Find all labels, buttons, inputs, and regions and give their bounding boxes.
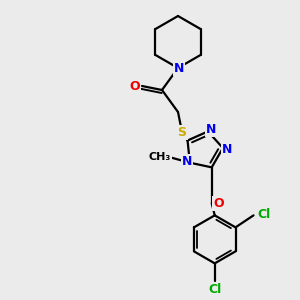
Text: N: N bbox=[222, 142, 232, 155]
Text: O: O bbox=[130, 80, 140, 92]
Text: N: N bbox=[174, 61, 184, 74]
Text: Cl: Cl bbox=[257, 208, 270, 221]
Text: O: O bbox=[213, 197, 224, 210]
Text: N: N bbox=[206, 123, 216, 136]
Text: N: N bbox=[182, 155, 192, 168]
Text: CH₃: CH₃ bbox=[149, 152, 171, 162]
Text: Cl: Cl bbox=[208, 283, 221, 296]
Text: S: S bbox=[178, 125, 187, 139]
